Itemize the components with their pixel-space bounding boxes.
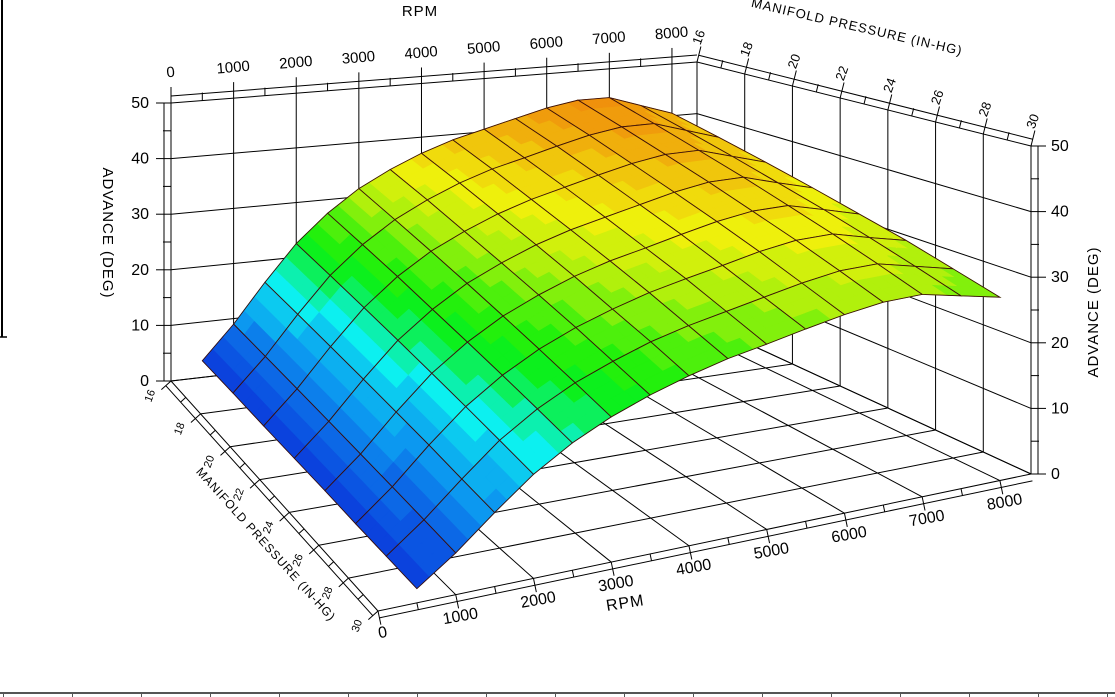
axes: 0 1000 2000 3000 4000 5000 6000 7000 8000 1618202…	[131, 24, 1069, 643]
advance-right-tick-label: 20	[1051, 335, 1069, 352]
advance-left-tick-label: 0	[140, 373, 149, 390]
advance-right-tick-label: 50	[1051, 138, 1069, 155]
advance-right-tick-label: 10	[1051, 400, 1069, 417]
mp-top-tick-label: 18	[737, 40, 756, 59]
rpm-bottom-tick-label: 4000	[675, 556, 713, 579]
advance-left-tick-label: 40	[131, 151, 149, 168]
rpm-bottom-tick-label: 0	[377, 624, 389, 642]
rpm-top-axis-title: RPM	[402, 3, 438, 20]
rpm-top-tick-label: 3000	[341, 48, 376, 68]
advance-left-tick-label: 10	[131, 317, 149, 334]
axis-rpm-top: 0 1000 2000 3000 4000 5000 6000 7000 8000	[166, 24, 698, 103]
mp-top-tick-label: 22	[832, 64, 851, 83]
mp-bottom-tick-label: 30	[350, 618, 365, 634]
advance-surface-mesh	[201, 97, 1002, 590]
rpm-top-tick-label: 6000	[529, 33, 564, 53]
mp-top-axis-title: MANIFOLD PRESSURE (IN-HG)	[750, 0, 964, 58]
mp-top-tick-label: 30	[1023, 112, 1042, 131]
mp-bottom-tick-label: 16	[143, 388, 158, 404]
rpm-top-tick-label: 4000	[404, 43, 439, 63]
rpm-top-tick-label: 2000	[278, 53, 313, 73]
mp-top-tick-label: 26	[928, 88, 947, 107]
mp-bottom-tick-label: 28	[320, 585, 335, 601]
axis-advance-left: 0 10 20 30 40 50	[131, 95, 171, 390]
mp-top-tick-label: 24	[880, 76, 899, 95]
rpm-bottom-axis-title: RPM	[605, 592, 646, 615]
rpm-top-tick-label: 5000	[466, 38, 501, 58]
advance-left-tick-label: 30	[131, 206, 149, 223]
advance-right-tick-label: 30	[1051, 269, 1069, 286]
mp-bottom-tick-label: 26	[290, 552, 305, 568]
advance-right-tick-label: 0	[1051, 466, 1060, 483]
rpm-bottom-tick-label: 6000	[830, 524, 868, 547]
axis-advance-right: 0 10 20 30 40 50	[1031, 138, 1069, 483]
bottom-table-top-edge	[0, 692, 1115, 697]
mp-top-tick-label: 20	[785, 52, 804, 71]
rpm-bottom-tick-label: 3000	[597, 573, 635, 596]
rpm-top-tick-label: 7000	[592, 28, 627, 48]
axis-mp-top: 16 18 20 22 24 26 28 30	[689, 28, 1042, 147]
mp-top-tick-label: 16	[689, 28, 708, 47]
rpm-top-tick-label: 1000	[216, 58, 251, 78]
advance-right-tick-label: 40	[1051, 204, 1069, 221]
mp-top-tick-label: 28	[975, 100, 994, 119]
advance-left-tick-label: 20	[131, 262, 149, 279]
rpm-bottom-tick-label: 5000	[752, 540, 790, 563]
rpm-bottom-tick-label: 2000	[519, 589, 557, 612]
mp-bottom-tick-label: 18	[172, 421, 187, 437]
mp-bottom-tick-label: 22	[231, 487, 246, 503]
rpm-bottom-tick-label: 7000	[908, 507, 946, 530]
advance-left-tick-label: 50	[131, 95, 149, 112]
rpm-bottom-tick-label: 8000	[986, 491, 1024, 514]
rpm-bottom-tick-label: 1000	[441, 605, 479, 628]
axis-mp-bottom: 16 18 20 22 24 26 28 30	[143, 380, 379, 634]
axis-rpm-bottom: 0 1000 2000 3000 4000 5000 6000 7000 8000	[377, 480, 1033, 642]
rpm-top-tick-label: 8000	[654, 24, 689, 44]
rpm-top-tick-label: 0	[166, 64, 176, 82]
mp-bottom-tick-label: 20	[202, 454, 217, 470]
advance-right-axis-title: ADVANCE (DEG)	[1085, 246, 1102, 377]
advance-left-axis-title: ADVANCE (DEG)	[99, 167, 116, 298]
mp-bottom-tick-label: 24	[261, 520, 276, 536]
mp-bottom-axis-title: MANIFOLD PRESSURE (IN-HG)	[193, 465, 338, 624]
